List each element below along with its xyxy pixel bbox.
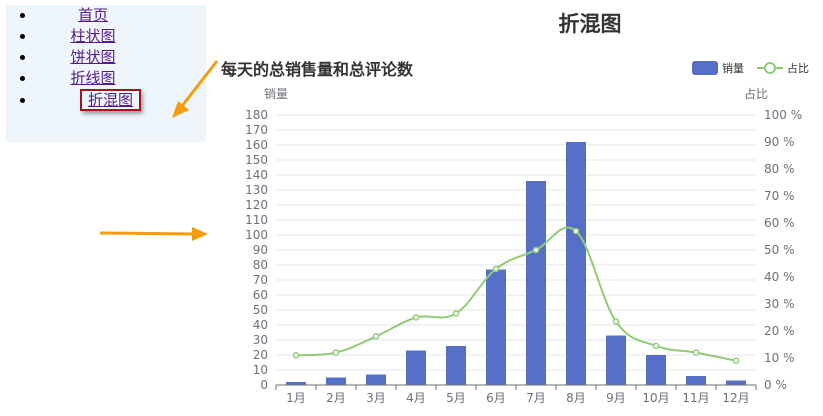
line-path xyxy=(295,226,737,362)
bar[interactable] xyxy=(366,374,386,386)
y-tick-label-right: 40 % xyxy=(764,270,795,284)
y-tick-label-left: 10 xyxy=(253,363,268,377)
y-axis-label-right: 占比 xyxy=(744,86,768,101)
y-tick-label-right: 50 % xyxy=(764,243,795,257)
y-tick-label-left: 80 xyxy=(253,258,268,272)
legend-line-label[interactable]: 占比 xyxy=(787,61,809,75)
bar[interactable] xyxy=(326,377,346,386)
nav-link-bar-chart[interactable]: 柱状图 xyxy=(70,27,116,45)
nav-item-bar: 柱状图 xyxy=(36,26,206,47)
nav-link-line-chart[interactable]: 折线图 xyxy=(70,69,116,87)
line-point[interactable] xyxy=(612,318,620,325)
bar[interactable] xyxy=(686,376,706,385)
bar[interactable] xyxy=(646,355,666,385)
y-tick-label-left: 100 xyxy=(245,228,268,242)
bar[interactable] xyxy=(526,181,546,385)
nav-link-pie-chart[interactable]: 饼状图 xyxy=(70,48,116,66)
y-tick-label-left: 20 xyxy=(253,348,268,362)
y-tick-label-right: 100 % xyxy=(764,108,802,122)
bar[interactable] xyxy=(606,335,626,386)
y-tick-label-right: 60 % xyxy=(764,216,795,230)
nav-item-mixed: 折混图 xyxy=(36,89,206,111)
page-title: 折混图 xyxy=(558,12,622,36)
y-tick-label-right: 0 % xyxy=(764,378,787,392)
x-tick-label: 6月 xyxy=(486,391,506,405)
bar-series xyxy=(286,142,746,385)
nav-link-mixed-chart[interactable]: 折混图 xyxy=(80,89,142,111)
y-tick-label-left: 30 xyxy=(253,333,268,347)
y-tick-label-left: 90 xyxy=(253,243,268,257)
y-axis-label-left: 销量 xyxy=(264,87,288,101)
y-axis-ticks-right: 0 % 10 % 20 % 30 % 40 % 50 % 60 % 70 % 80 % 90 % 1… xyxy=(764,108,802,392)
bar[interactable] xyxy=(286,382,306,385)
y-tick-label-left: 60 xyxy=(253,288,268,302)
nav-list: 首页 柱状图 饼状图 折线图 折混图 xyxy=(6,5,206,111)
y-tick-label-right: 30 % xyxy=(764,297,795,311)
x-tick-label: 11月 xyxy=(682,391,709,405)
y-tick-label-right: 70 % xyxy=(764,189,795,203)
y-tick-label-left: 150 xyxy=(245,153,268,167)
y-tick-label-left: 160 xyxy=(245,138,268,152)
x-tick-label: 1月 xyxy=(286,391,306,405)
bar[interactable] xyxy=(486,269,506,386)
y-tick-label-left: 120 xyxy=(245,198,268,212)
legend: 销量 占比 xyxy=(692,61,809,75)
line-point[interactable] xyxy=(492,265,500,273)
nav-item-pie: 饼状图 xyxy=(36,47,206,68)
chart-title: 每天的总销售量和总评论数 xyxy=(221,60,414,79)
x-tick-label: 8月 xyxy=(566,391,586,405)
y-tick-label-left: 140 xyxy=(245,168,268,182)
x-tick-label: 4月 xyxy=(406,391,426,405)
legend-bar-label[interactable]: 销量 xyxy=(722,61,744,75)
bar[interactable] xyxy=(566,142,586,385)
y-tick-label-left: 180 xyxy=(245,108,268,122)
y-tick-label-right: 20 % xyxy=(764,324,795,338)
nav-link-home[interactable]: 首页 xyxy=(77,6,108,24)
line-point[interactable] xyxy=(572,227,580,235)
x-tick-label: 7月 xyxy=(526,391,546,405)
arrow-to-nav-icon xyxy=(172,60,219,118)
x-tick-label: 3月 xyxy=(366,391,386,405)
legend-line-marker[interactable] xyxy=(764,62,776,74)
line-point[interactable] xyxy=(532,246,540,254)
y-tick-label-right: 80 % xyxy=(764,162,795,176)
y-tick-label-left: 0 xyxy=(260,378,268,392)
x-tick-label: 12月 xyxy=(722,391,749,405)
grid-lines xyxy=(276,114,756,371)
y-tick-label-right: 90 % xyxy=(764,135,795,149)
bar[interactable] xyxy=(726,380,746,386)
y-tick-label-left: 40 xyxy=(253,318,268,332)
y-tick-label-right: 10 % xyxy=(764,351,795,365)
bar[interactable] xyxy=(446,346,466,385)
line-point[interactable] xyxy=(452,310,460,317)
x-tick-label: 10月 xyxy=(642,391,669,405)
nav-item-home: 首页 xyxy=(36,5,206,26)
line-point[interactable] xyxy=(332,349,340,356)
nav-item-line: 折线图 xyxy=(36,68,206,89)
line-point[interactable] xyxy=(372,333,380,340)
x-axis: 1月 2月 3月 4月 5月 6月 7月 8月 9月 10月 11月 12月 xyxy=(275,384,757,405)
line-point[interactable] xyxy=(692,349,700,356)
x-tick-label: 2月 xyxy=(326,391,346,405)
nav-panel: 首页 柱状图 饼状图 折线图 折混图 xyxy=(6,5,206,142)
y-tick-label-left: 170 xyxy=(245,123,268,137)
arrow-to-chart-icon xyxy=(99,227,208,241)
line-point[interactable] xyxy=(652,342,660,350)
line-series xyxy=(292,226,740,364)
line-point[interactable] xyxy=(412,314,420,321)
legend-bar-swatch[interactable] xyxy=(692,61,718,75)
bar[interactable] xyxy=(406,350,426,386)
y-tick-label-left: 70 xyxy=(253,273,268,287)
x-tick-label: 5月 xyxy=(446,391,466,405)
y-axis-ticks-left: 0102030405060708090100110120130140150160… xyxy=(245,108,268,392)
y-tick-label-left: 50 xyxy=(253,303,268,317)
line-point[interactable] xyxy=(292,352,300,359)
x-tick-label: 9月 xyxy=(606,391,626,405)
y-tick-label-left: 130 xyxy=(245,183,268,197)
y-tick-label-left: 110 xyxy=(245,213,268,227)
line-point[interactable] xyxy=(732,357,740,364)
